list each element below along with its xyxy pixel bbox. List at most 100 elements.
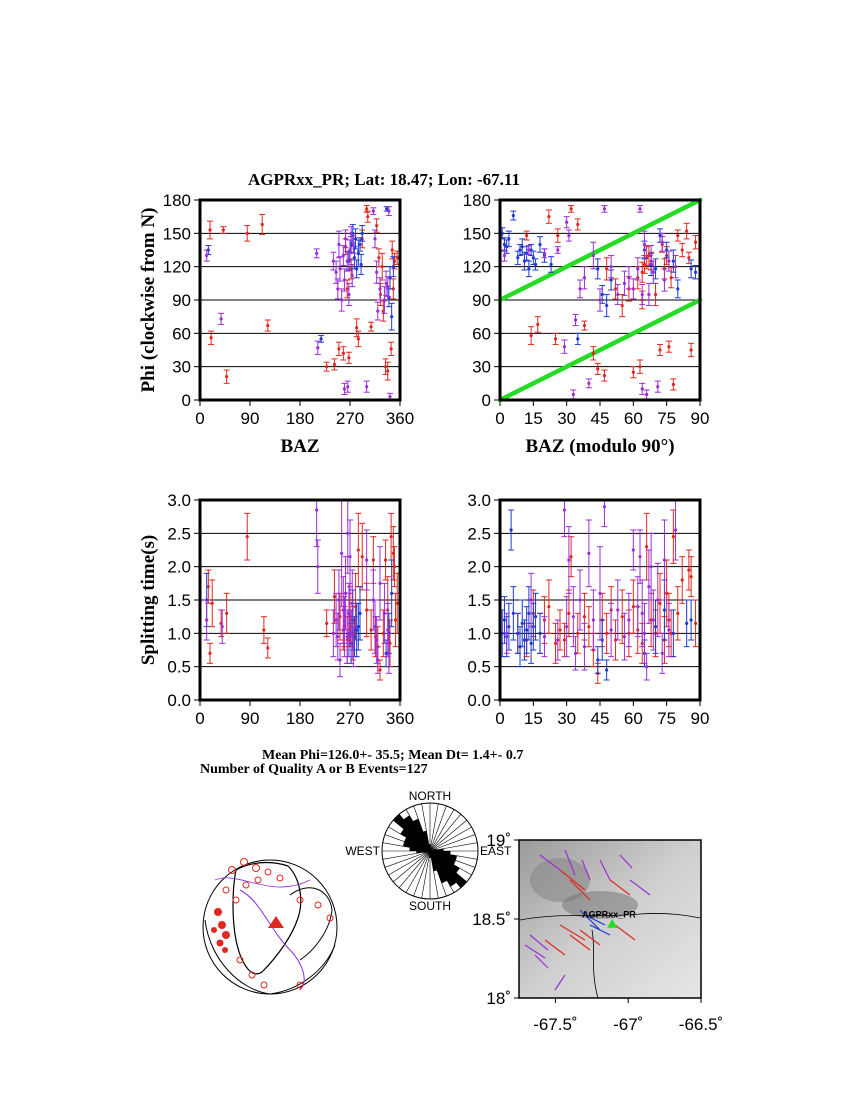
panel-phi-mod90: 0 30 60 90 120 150 180 0 15 30 45 60 75 90 [463,191,710,428]
blue-point [523,246,530,261]
x-tick-label: 60 [624,409,643,428]
x-tick-label: 180 [286,709,314,728]
purple-point [383,270,390,297]
y-tick-label: 0.5 [167,658,191,677]
purple-point [338,288,345,312]
blue-point [501,596,508,644]
red-point [630,366,637,379]
x-tick-label: -67.5˚ [533,1015,577,1034]
map-inset: AGPRxx_PR -67.5˚ -67˚ -66.5˚ 18˚ 18.5˚ 19˚ [472,831,723,1034]
red-point [603,612,610,654]
purple-point [661,519,668,601]
purple-point [385,206,392,217]
rose-petal [430,851,432,858]
purple-point [342,229,349,249]
red-point [355,330,362,348]
red-point [380,300,387,322]
purple-point [577,279,583,299]
purple-point [570,389,577,400]
purple-point [581,266,588,290]
red-point [259,213,266,235]
y-tick-label: 1.5 [467,591,491,610]
split-bar [609,879,631,896]
rose-petal [430,851,460,874]
red-point [209,579,216,628]
map-shade [562,891,638,919]
x-tick-label: -66.5˚ [679,1015,723,1034]
x-tick-label: 75 [657,409,676,428]
red-point [363,205,370,213]
blue-point [357,237,363,252]
purple-point [637,529,643,584]
red-point [630,579,637,634]
split-bar [529,934,549,951]
coastline [591,929,599,999]
red-point [619,589,626,644]
purple-point [654,380,661,393]
rose-petal [412,818,430,851]
purple-point [565,526,572,594]
y-tick-label: 0 [482,391,491,410]
x-tick-label: 75 [657,709,676,728]
rose-petal [430,851,456,865]
red-point [340,346,347,361]
mean-stats-text: Mean Phi=126.0+- 35.5; Mean Dt= 1.4+- 0.… [262,748,523,763]
purple-point [563,216,570,229]
red-point [674,586,681,641]
purple-point [672,255,679,279]
y-tick-label: 18˚ [486,989,511,1008]
blue-point [390,256,397,278]
rose-petal [430,851,458,861]
x-tick-label: 90 [691,409,710,428]
reference-line [497,297,703,403]
red-point [683,222,690,240]
purple-point [625,266,632,290]
plot-frame [498,498,702,702]
purple-point [377,546,383,621]
red-point [545,209,552,224]
purple-point [643,652,650,681]
red-point [391,546,398,588]
purple-point [340,245,347,267]
purple-point [350,235,357,254]
rose-petal [430,844,432,851]
blue-point [603,659,610,681]
purple-point [639,382,646,395]
y-tick-label: 2.5 [467,524,491,543]
purple-point [630,278,637,300]
phi-x-axis-label: BAZ [280,436,319,457]
blue-point [594,258,601,280]
split-bar [579,929,601,946]
purple-point [313,500,320,548]
red-point [679,242,686,258]
red-point [382,539,389,581]
rose-petal [402,841,430,851]
blue-point [692,265,699,280]
purple-point [565,229,572,242]
rose-petal [430,848,444,851]
rose-petal [400,828,430,851]
rose-petal [409,847,430,851]
panel-dt-mod90: 0.0 0.5 1.0 1.5 2.0 2.5 3.0 0 15 30 45 60 75 90 [467,491,709,728]
x-tick-label: 270 [336,709,364,728]
red-point [264,319,271,332]
red-point [220,226,227,234]
split-bar [544,939,566,956]
blue-point [519,599,526,648]
map-shade [530,858,590,902]
red-point [323,361,330,372]
red-point [384,361,391,381]
dt-y-axis-label: Splitting time(s) [138,535,159,665]
red-point [331,358,338,371]
red-point [260,616,267,644]
red-point [670,378,677,391]
x-tick-label: 0 [495,709,504,728]
red-point [581,320,588,331]
blue-point [508,509,515,551]
purple-point [645,549,652,624]
rose-spoke [421,803,431,852]
purple-point [333,592,340,648]
purple-point [639,283,646,305]
y-tick-label: 120 [163,258,191,277]
